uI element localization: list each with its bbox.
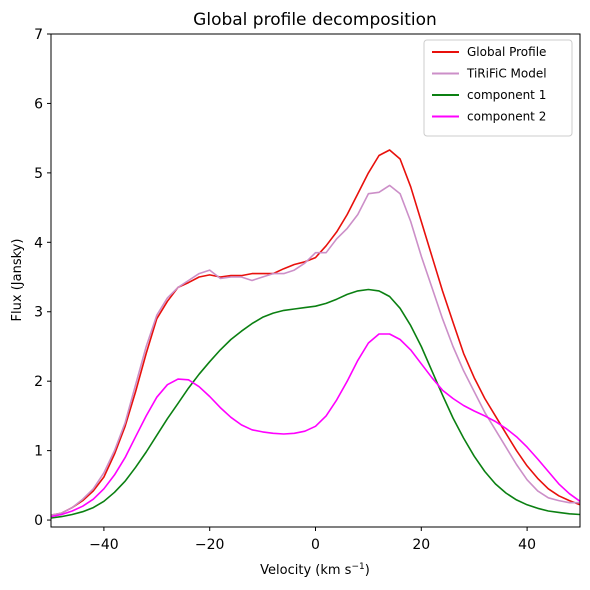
- y-tick-label: 6: [34, 96, 43, 112]
- legend-entry-label: TiRiFiC Model: [466, 67, 547, 81]
- x-axis-ticks: −40 −20 0 20 40: [89, 527, 536, 553]
- y-tick-label: 2: [34, 374, 43, 390]
- x-tick-label: 20: [412, 537, 430, 553]
- series-line-component-2: [50, 333, 581, 518]
- plot-lines: [50, 149, 581, 519]
- y-axis-ticks: 0 1 2 3 4 5 6 7: [34, 27, 51, 529]
- x-tick-label: 0: [311, 537, 320, 553]
- series-line-global-profile: [50, 149, 581, 516]
- y-tick-label: 1: [34, 444, 43, 460]
- series-line-component-1: [50, 288, 581, 519]
- x-axis-label: Velocity (km s−1): [260, 562, 370, 578]
- y-tick-label: 0: [34, 513, 43, 529]
- legend-entry-label: Global Profile: [467, 45, 546, 59]
- x-tick-label: 40: [518, 537, 536, 553]
- y-tick-label: 5: [34, 166, 43, 182]
- legend-entry-label: component 2: [467, 110, 546, 124]
- x-axis-label-superscript: −1: [351, 562, 364, 572]
- legend-entry-label: component 1: [467, 88, 546, 102]
- x-axis-label-end: ): [365, 563, 370, 578]
- y-tick-label: 7: [34, 27, 43, 43]
- y-tick-label: 3: [34, 305, 43, 321]
- legend: Global Profile TiRiFiC Model component 1 co…: [423, 39, 573, 137]
- chart-title: Global profile decomposition: [193, 10, 437, 30]
- x-tick-label: −40: [89, 537, 119, 553]
- y-axis-label: Flux (Jansky): [10, 239, 25, 322]
- x-tick-label: −20: [195, 537, 225, 553]
- y-tick-label: 4: [34, 235, 43, 251]
- x-axis-label-main: Velocity (km s: [260, 563, 352, 578]
- series-line-tirific-model: [50, 184, 580, 516]
- legend-box: [423, 39, 573, 137]
